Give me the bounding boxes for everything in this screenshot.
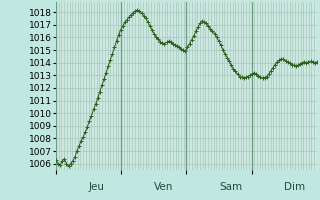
- Text: Dim: Dim: [284, 182, 305, 192]
- Text: Sam: Sam: [219, 182, 242, 192]
- Text: Ven: Ven: [154, 182, 173, 192]
- Text: Jeu: Jeu: [89, 182, 105, 192]
